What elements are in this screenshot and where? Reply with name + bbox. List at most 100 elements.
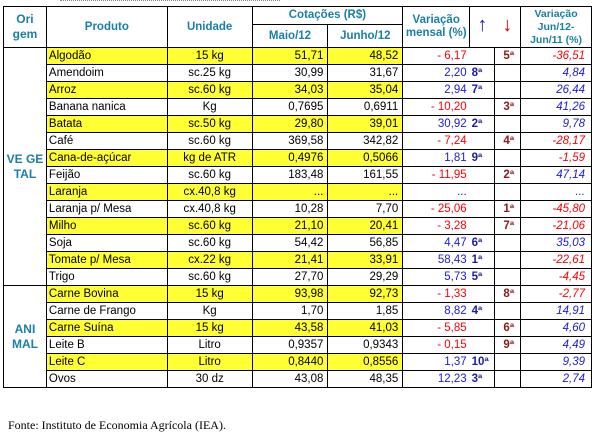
produto-cell: Trigo	[45, 268, 168, 286]
rank-down-value: 8ª	[494, 285, 522, 303]
table-row: Ovos 30 dz 43,08 48,35 12,23 3ª 2,74	[4, 370, 592, 388]
variacao-mensal-value: 2,94	[402, 81, 470, 99]
variacao-anual-value: -4,45	[520, 268, 592, 286]
rank-up-value: 1ª	[469, 251, 496, 269]
maio-value: 54,42	[251, 234, 329, 252]
table-row: Laranja p/ Mesa cx.40,8 kg 10,28 7,70- 25,0…	[4, 200, 592, 218]
unidade-cell: sc.60 kg	[166, 268, 253, 286]
rank-up-value: 9ª	[469, 149, 496, 167]
unidade-cell: 15 kg	[166, 319, 253, 337]
unidade-cell: Litro	[166, 353, 253, 371]
unidade-cell: sc.60 kg	[166, 132, 253, 150]
variacao-anual-value: 4,84	[520, 64, 592, 82]
maio-value: 93,98	[251, 285, 329, 303]
variacao-mensal-value: - 5,85	[402, 319, 470, 337]
junho-value: 33,91	[327, 251, 404, 269]
variacao-anual-value: 9,39	[520, 353, 592, 371]
unidade-cell: cx.40,8 kg	[166, 183, 253, 201]
table-row: Carne Suína 15 kg 43,58 41,03- 5,85 6ª 4,60	[4, 319, 592, 337]
rank-up-value	[469, 183, 496, 201]
rank-down-value: 5ª	[494, 47, 522, 65]
rank-up-value	[469, 217, 496, 235]
rank-down-value: 6ª	[494, 319, 522, 337]
junho-value: 20,41	[327, 217, 404, 235]
rank-down-value	[494, 115, 522, 133]
junho-value: 7,70	[327, 200, 404, 218]
table-row: Amendoim sc.25 kg 30,99 31,67 2,20 8ª 4,84	[4, 64, 592, 82]
header-arrow-up-cell: ↑	[469, 6, 495, 48]
unidade-cell: sc.60 kg	[166, 217, 253, 235]
variacao-anual-value: 2,74	[520, 370, 592, 388]
table-row: Laranja cx.40,8 kg............	[4, 183, 592, 201]
junho-value: 1,85	[327, 302, 404, 320]
rank-up-value: 6ª	[469, 234, 496, 252]
variacao-mensal-value: - 11,95	[402, 166, 470, 184]
table-row: Tomate p/ Mesa cx.22 kg 21,41 33,91 58,43 1ª -…	[4, 251, 592, 269]
rank-up-value	[469, 132, 496, 150]
price-table: Ori gem Produto Unidade Cotações (R$) Va…	[3, 6, 592, 388]
variacao-anual-value: 41,26	[520, 98, 592, 116]
maio-value: 30,99	[251, 64, 329, 82]
produto-cell: Laranja	[45, 183, 168, 201]
header-variacao-anual: Variação Jun/12-Jun/11 (%)	[520, 6, 592, 48]
produto-cell: Leite B	[45, 336, 168, 354]
table-row: Soja sc.60 kg 54,42 56,85 4,47 6ª 35,03	[4, 234, 592, 252]
produto-cell: Amendoim	[45, 64, 168, 82]
rank-up-value	[469, 166, 496, 184]
rank-up-value: 4ª	[469, 302, 496, 320]
table-row: Milho sc.60 kg 21,10 20,41- 3,28 7ª -21,06	[4, 217, 592, 235]
variacao-mensal-value: 30,92	[402, 115, 470, 133]
table-header: Ori gem Produto Unidade Cotações (R$) Va…	[3, 6, 592, 48]
arrow-down-icon: ↓	[502, 14, 513, 36]
table-row: Leite B Litro 0,9357 0,9343- 0,15 9ª 4,49	[4, 336, 592, 354]
rank-down-value	[494, 81, 522, 99]
rank-down-value	[494, 183, 522, 201]
produto-cell: Soja	[45, 234, 168, 252]
unidade-cell: sc.60 kg	[166, 81, 253, 99]
junho-value: 161,55	[327, 166, 404, 184]
source-note: Fonte: Instituto de Economia Agrícola (I…	[8, 418, 226, 432]
table-row: Arroz sc.60 kg 34,03 35,04 2,94 7ª 26,44	[4, 81, 592, 99]
rank-up-value: 8ª	[469, 64, 496, 82]
unidade-cell: sc.60 kg	[166, 166, 253, 184]
produto-cell: Carne de Frango	[45, 302, 168, 320]
junho-value: 56,85	[327, 234, 404, 252]
junho-value: ...	[327, 183, 404, 201]
produto-cell: Leite C	[45, 353, 168, 371]
maio-value: 43,08	[251, 370, 329, 388]
variacao-mensal-value: - 1,33	[402, 285, 470, 303]
junho-value: 0,9343	[327, 336, 404, 354]
maio-value: 0,4976	[251, 149, 329, 167]
junho-value: 0,8556	[327, 353, 404, 371]
rank-up-value: 2ª	[469, 115, 496, 133]
unidade-cell: Kg	[166, 98, 253, 116]
rank-up-value: 3ª	[469, 370, 496, 388]
produto-cell: Batata	[45, 115, 168, 133]
variacao-mensal-value: - 10,20	[402, 98, 470, 116]
table-row: Feijão sc.60 kg 183,48 161,55- 11,95 2ª 47,14	[4, 166, 592, 184]
rank-up-value	[469, 319, 496, 337]
table-row: Leite C Litro 0,8440 0,8556 1,37 10ª 9,39	[4, 353, 592, 371]
produto-cell: Cana-de-açúcar	[45, 149, 168, 167]
produto-cell: Milho	[45, 217, 168, 235]
produto-cell: Carne Bovina	[45, 285, 168, 303]
variacao-anual-value: 35,03	[520, 234, 592, 252]
junho-value: 29,29	[327, 268, 404, 286]
variacao-anual-value: 26,44	[520, 81, 592, 99]
variacao-mensal-value: 58,43	[402, 251, 470, 269]
produto-cell: Banana nanica	[45, 98, 168, 116]
junho-value: 39,01	[327, 115, 404, 133]
variacao-anual-value: 14,91	[520, 302, 592, 320]
rank-up-value: 5ª	[469, 268, 496, 286]
table-row: ANI MAL Carne Bovina 15 kg 93,98 92,73- 1,33…	[3, 285, 592, 388]
maio-value: 10,28	[251, 200, 329, 218]
junho-value: 0,6911	[327, 98, 404, 116]
variacao-anual-value: -2,77	[520, 285, 592, 303]
header-variacao-mensal: Variação mensal (%)	[402, 6, 471, 48]
variacao-mensal-value: 1,81	[402, 149, 470, 167]
rank-down-value: 4ª	[494, 132, 522, 150]
maio-value: 21,10	[251, 217, 329, 235]
produto-cell: Algodão	[45, 47, 168, 65]
maio-value: ...	[251, 183, 329, 201]
variacao-mensal-value: 4,47	[402, 234, 470, 252]
